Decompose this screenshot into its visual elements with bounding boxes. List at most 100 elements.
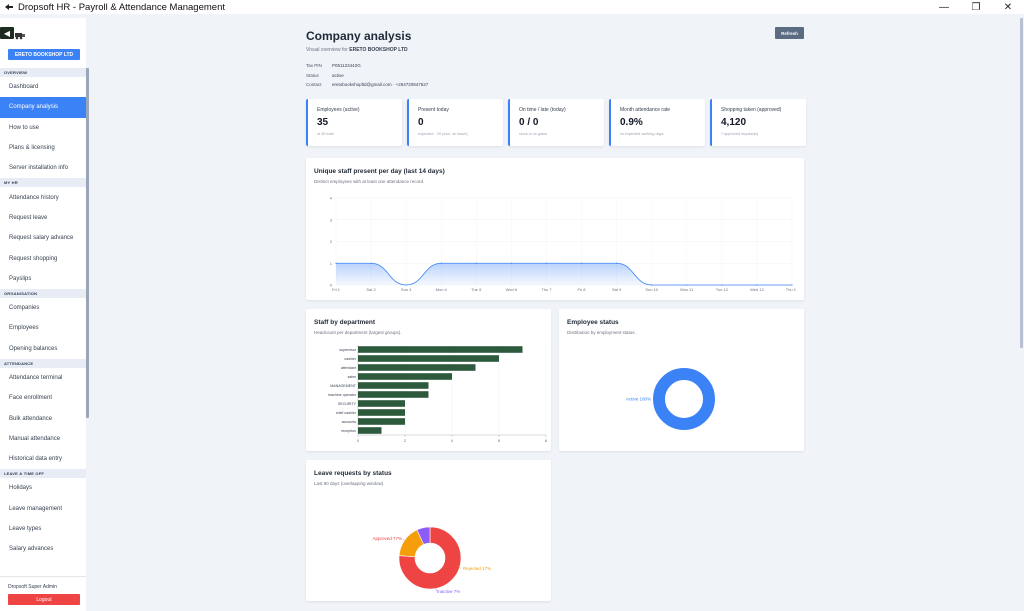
y-tick-label: 2 [330, 239, 333, 244]
company-selector-button[interactable]: ERETO BOOKSHOP LTD [8, 49, 80, 60]
x-tick-label: Sun 10 [645, 287, 658, 292]
sidebar-item-leave-management[interactable]: Leave management [9, 505, 63, 512]
logout-button[interactable]: Logout [8, 594, 80, 605]
sidebar-item-payslips[interactable]: Payslips [9, 275, 32, 282]
sidebar-item-request-leave[interactable]: Request leave [9, 214, 48, 221]
sidebar-scrollbar[interactable] [86, 68, 89, 418]
sidebar-section-header: ORGANISATION [0, 288, 86, 298]
company-logo-icon [14, 27, 26, 40]
subtitle-company: ERETO BOOKSHOP LTD [349, 47, 408, 53]
sidebar-item-plans-licensing[interactable]: Plans & licensing [9, 145, 55, 152]
sidebar-item-salary-advances[interactable]: Salary advances [9, 546, 54, 553]
y-tick-label: cashier [344, 357, 356, 361]
leave-requests-card: Leave requests by status Last 90 days (o… [306, 460, 551, 601]
daily-attendance-card: Unique staff present per day (last 14 da… [306, 158, 804, 300]
info-label: Contact [306, 82, 322, 88]
x-tick-label: Sun 3 [401, 287, 412, 292]
sidebar-item-how-to-use[interactable]: How to use [9, 124, 40, 131]
x-tick-label: Thu 7 [541, 287, 552, 292]
kpi-card-attendance-rate: Month attendance rate 0.9% vs expected w… [609, 99, 705, 146]
kpi-value: 0 / 0 [519, 117, 539, 128]
x-tick-label: Thu 14 [786, 287, 796, 292]
kpi-value: 35 [317, 117, 329, 128]
sidebar-item-leave-types[interactable]: Leave types [9, 526, 42, 533]
chart-title: Leave requests by status [314, 470, 392, 477]
kpi-label: Present today [418, 107, 449, 113]
y-tick-label: accounts [342, 420, 357, 424]
info-value: eretobookshopltd@gmail.com · +2547208475… [332, 82, 429, 88]
refresh-button[interactable]: Refresh [775, 27, 804, 39]
close-button[interactable]: ✕ [1003, 1, 1013, 13]
window-title: Dropsoft HR - Payroll & Attendance Manag… [18, 1, 225, 13]
leave-status-donut: Approved 77% Rejected 17% Inactive 7% [372, 526, 491, 594]
data-point [651, 284, 653, 286]
sidebar-item-server-installation-info[interactable]: Server installation info [9, 165, 69, 172]
sidebar-item-attendance-history[interactable]: Attendance history [9, 194, 59, 201]
slice-label: Rejected 17% [463, 566, 491, 571]
x-tick-label: Fri 1 [332, 287, 341, 292]
bar [358, 346, 523, 353]
bar [358, 373, 452, 380]
slice-label: Inactive 7% [437, 589, 460, 594]
slice-leader-line [434, 586, 438, 592]
data-point [756, 284, 758, 286]
bar [358, 409, 405, 416]
sidebar-item-opening-balances[interactable]: Opening balances [9, 345, 58, 352]
sidebar-item-face-enrollment[interactable]: Face enrollment [9, 395, 53, 402]
minimize-button[interactable]: — [939, 1, 949, 13]
y-tick-label: chief cashier [336, 411, 357, 415]
sidebar-item-dashboard[interactable]: Dashboard [9, 84, 39, 91]
kpi-label: Shopping taken (approved) [721, 107, 782, 113]
sidebar-item-request-salary-advance[interactable]: Request salary advance [9, 235, 74, 242]
kpi-sub: 7 approved request(s) [721, 132, 759, 136]
data-point [545, 262, 548, 264]
info-label: Tax PIN [306, 63, 322, 69]
data-point [686, 284, 688, 286]
sidebar-item-attendance-terminal[interactable]: Attendance terminal [9, 375, 63, 381]
sidebar-item-bulk-attendance[interactable]: Bulk attendance [9, 415, 53, 422]
sidebar-item-employees[interactable]: Employees [9, 325, 39, 332]
y-tick-label: 1 [330, 261, 333, 266]
app-logo-icon [4, 3, 14, 11]
y-tick-label: 0 [330, 283, 333, 288]
sidebar-section-header: ATTENDANCE [0, 358, 86, 368]
department-bar-chart: 0 2 4 6 8 supervisor cashier attendant sales MANA… [328, 345, 548, 443]
restore-button[interactable]: ❐ [971, 1, 981, 13]
chart-subtitle: Last 90 days (overlapping window). [314, 481, 385, 486]
data-point [370, 262, 372, 264]
chart-title: Unique staff present per day (last 14 da… [314, 168, 445, 175]
slice-leader-line [457, 564, 462, 570]
sidebar-item-request-shopping[interactable]: Request shopping [9, 255, 58, 262]
kpi-card-present-today: Present today 0 expected · 29 (excl. on … [407, 99, 503, 146]
data-point [335, 262, 337, 264]
kpi-sub: vs expected working days [620, 132, 664, 136]
bar [358, 355, 499, 362]
sidebar-item-historical-data-entry[interactable]: Historical data entry [9, 456, 63, 463]
bar [358, 391, 429, 398]
kpi-card-employees: Employees (active) 35 of 35 total [306, 99, 402, 146]
collapse-sidebar-button[interactable]: ◀ [0, 27, 14, 39]
sidebar-item-manual-attendance[interactable]: Manual attendance [9, 435, 61, 442]
kpi-card-on-time-late: On time / late (today) 0 / 0 clock-in vs… [508, 99, 604, 146]
sidebar-item-company-analysis[interactable]: Company analysis [0, 97, 86, 118]
sidebar-item-holidays[interactable]: Holidays [9, 485, 33, 492]
pie-slice [653, 368, 715, 430]
sidebar-item-companies[interactable]: Companies [9, 305, 40, 312]
pie-slice [398, 526, 462, 590]
kpi-sub: clock-in vs grace [519, 132, 548, 136]
y-tick-label: attendant [341, 366, 356, 370]
x-tick-label: Mon 11 [680, 287, 694, 292]
y-tick-label: SECURITY [338, 402, 357, 406]
y-tick-label: 4 [330, 196, 333, 201]
main-scrollbar[interactable] [1020, 18, 1023, 348]
x-tick-label: 8 [545, 438, 548, 443]
chart-subtitle: Headcount per department (largest groups… [314, 330, 402, 335]
kpi-value: 0 [418, 117, 424, 128]
kpi-value: 0.9% [620, 117, 643, 128]
info-row-status: Status active [306, 71, 428, 81]
info-value: P051123442G [332, 63, 361, 69]
bar [358, 427, 382, 434]
x-tick-label: Wed 6 [506, 287, 518, 292]
window-titlebar: Dropsoft HR - Payroll & Attendance Manag… [0, 0, 1024, 14]
employee-status-card: Employee status Distribution by employme… [559, 309, 804, 451]
